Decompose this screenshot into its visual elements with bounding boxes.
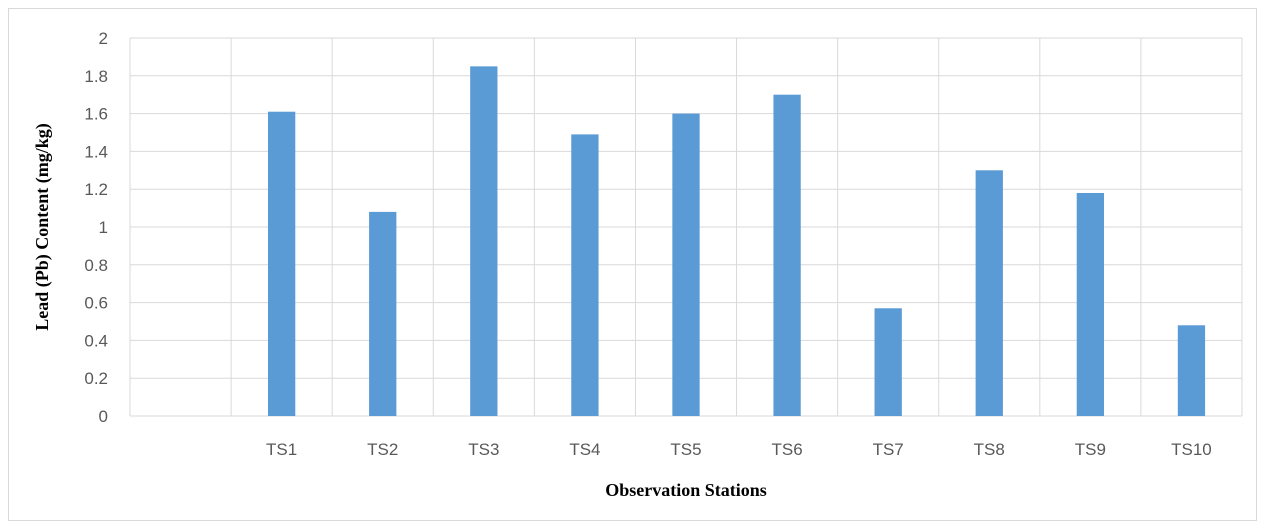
bar-ts2	[369, 211, 397, 416]
x-tick-label: TS4	[569, 440, 600, 459]
y-tick-labels: 0 0.2 0.4 0.6 0.8 1 1.2 1.4 1.6 1.8 2	[84, 29, 108, 426]
x-tick-label: TS8	[974, 440, 1005, 459]
y-tick-label: 0.4	[84, 331, 108, 350]
bar-ts6	[773, 94, 801, 416]
y-tick-label: 0.8	[84, 256, 108, 275]
y-tick-label: 0.6	[84, 294, 108, 313]
x-tick-label: TS1	[266, 440, 297, 459]
y-tick-label: 1.8	[84, 67, 108, 86]
x-tick-label: TS10	[1171, 440, 1212, 459]
y-tick-label: 0.2	[84, 369, 108, 388]
bar-ts4	[571, 134, 599, 416]
bar-ts8	[975, 170, 1003, 416]
bar-layer	[267, 66, 1206, 417]
y-tick-label: 1.2	[84, 180, 108, 199]
y-tick-label: 2	[99, 29, 108, 48]
y-tick-label: 1.4	[84, 142, 108, 161]
y-tick-label: 1.6	[84, 105, 108, 124]
x-tick-label: TS3	[468, 440, 499, 459]
bar-ts7	[874, 308, 902, 416]
y-axis-title: Lead (Pb) Content (mg/kg)	[32, 123, 53, 331]
bar-ts10	[1177, 325, 1206, 416]
x-tick-label: TS5	[670, 440, 701, 459]
x-tick-labels: TS1 TS2 TS3 TS4 TS5 TS6 TS7 TS8 TS9 TS10	[266, 440, 1212, 459]
y-tick-label: 0	[99, 407, 108, 426]
x-tick-label: TS9	[1075, 440, 1106, 459]
bar-ts5	[672, 113, 700, 416]
bar-ts1	[267, 111, 296, 417]
x-tick-label: TS2	[367, 440, 398, 459]
bar-ts3	[470, 66, 498, 416]
x-tick-label: TS7	[873, 440, 904, 459]
x-tick-label: TS6	[771, 440, 802, 459]
bar-ts9	[1076, 192, 1105, 416]
x-axis-title: Observation Stations	[605, 480, 767, 500]
y-tick-label: 1	[99, 218, 108, 237]
